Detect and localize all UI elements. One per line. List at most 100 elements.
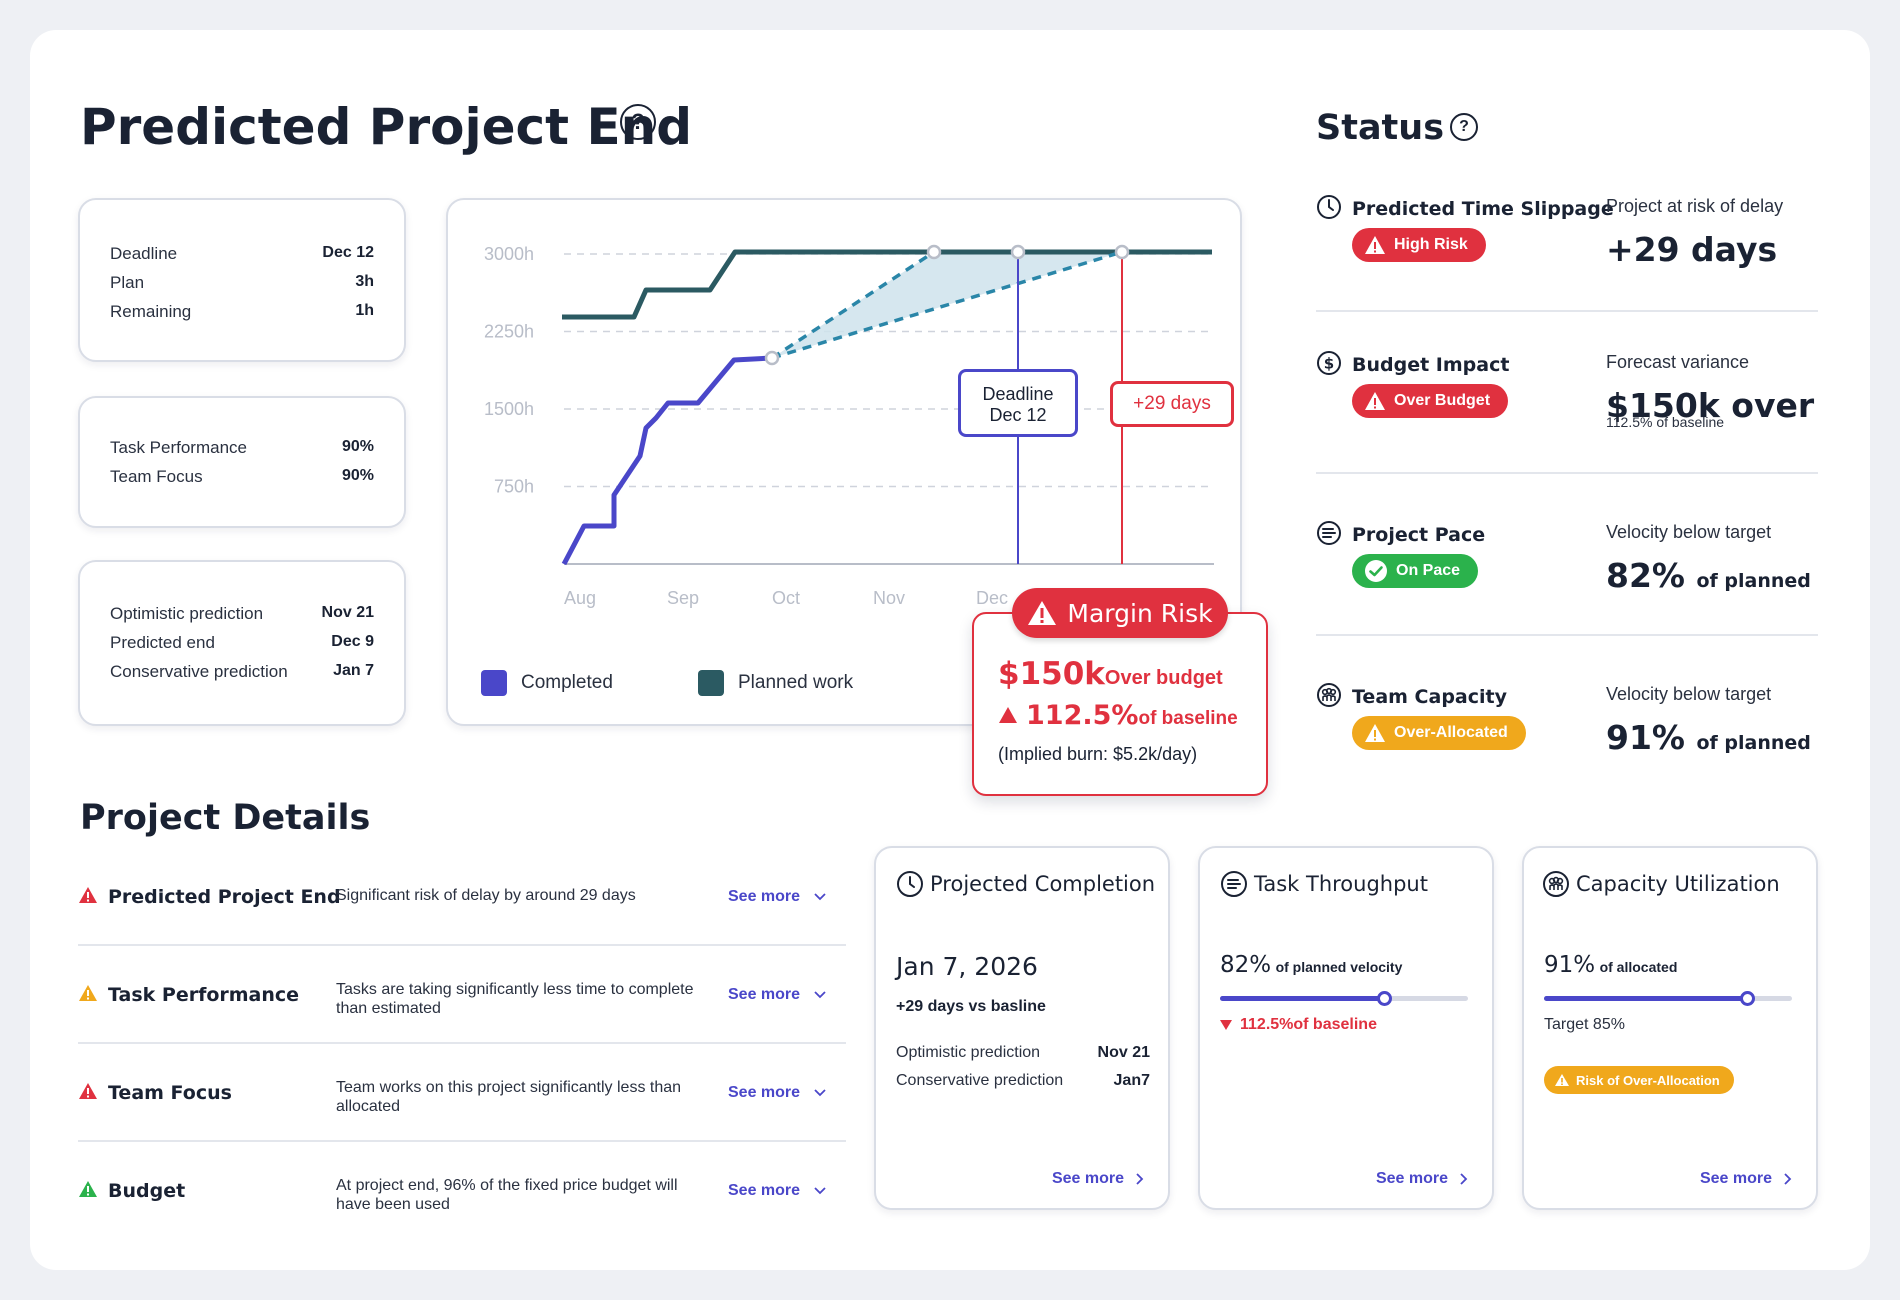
- detail-row-budget[interactable]: Budget At project end, 96% of the fixed …: [78, 1162, 846, 1258]
- kv-value: Jan 7: [333, 662, 374, 679]
- card-title: Task Throughput: [1254, 872, 1428, 896]
- performance-row: Task Performance 90%: [110, 438, 374, 458]
- dollar-icon: $: [1317, 351, 1341, 375]
- detail-row-task-performance[interactable]: Task Performance Tasks are taking signif…: [78, 966, 846, 1062]
- card-title: Capacity Utilization: [1576, 872, 1780, 896]
- chevron-right-icon: [1784, 1173, 1792, 1185]
- warning-icon: [1555, 1074, 1569, 1086]
- y-tick-label: 750h: [494, 477, 534, 497]
- see-more-link[interactable]: See more: [1700, 1170, 1792, 1188]
- see-more-link[interactable]: See more: [728, 986, 826, 1004]
- kv-value: 90%: [341, 467, 374, 484]
- throughput-value-line: 82% of planned velocity: [1220, 952, 1402, 978]
- legend-swatch: [481, 670, 507, 696]
- performance-row: Team Focus 90%: [110, 467, 374, 487]
- projection-point: [926, 244, 942, 260]
- status-divider: [1316, 472, 1818, 474]
- status-row-project-pace: Project Pace On Pace Velocity below targ…: [1316, 521, 1816, 604]
- capacity-progress-handle[interactable]: [1740, 991, 1756, 1006]
- kv-label: Predicted end: [110, 633, 215, 652]
- capacity-utilization-card: Capacity Utilization 91% of allocated Ta…: [1522, 846, 1818, 1210]
- status-help-icon[interactable]: ?: [1450, 113, 1478, 141]
- warning-icon: [1028, 601, 1057, 625]
- capacity-suffix: of allocated: [1599, 959, 1678, 975]
- check-circle-icon: [1365, 560, 1387, 582]
- over-budget-pill: Over Budget: [1352, 384, 1509, 418]
- details-divider: [78, 944, 846, 946]
- status-item-suffix: of planned: [1696, 732, 1811, 754]
- detail-title: Task Performance: [108, 984, 300, 1006]
- detail-row-team-focus[interactable]: Team Focus Team works on this project si…: [78, 1064, 846, 1160]
- completion-row: Conservative prediction Jan7: [896, 1072, 1150, 1090]
- kv-label: Remaining: [110, 302, 192, 321]
- margin-risk-burn: (Implied burn: $5.2k/day): [998, 744, 1198, 764]
- prediction-row: Conservative prediction Jan 7: [110, 662, 374, 682]
- status-item-sub: Velocity below target: [1606, 522, 1772, 542]
- projected-completion-card: Projected Completion Jan 7, 2026 +29 day…: [874, 846, 1170, 1210]
- completion-date: Jan 7, 2026: [896, 952, 1038, 981]
- kv-value: Dec 9: [331, 633, 374, 650]
- see-more-link[interactable]: See more: [728, 1182, 826, 1200]
- throughput-progress-track: [1220, 991, 1468, 1006]
- see-more-link[interactable]: See more: [1052, 1170, 1144, 1188]
- deadline-callout-date: Dec 12: [989, 405, 1047, 425]
- chevron-down-icon: [814, 1089, 826, 1097]
- status-title: Status: [1316, 108, 1445, 148]
- over-allocated-pill: Over-Allocated: [1352, 716, 1526, 750]
- completion-row: Optimistic prediction Nov 21: [896, 1044, 1150, 1062]
- capacity-value: 91%: [1544, 952, 1596, 978]
- chevron-right-icon: [1136, 1173, 1144, 1185]
- kv-value: Dec 12: [322, 244, 374, 261]
- deadline-callout-label: Deadline: [982, 384, 1054, 404]
- warning-icon: [1365, 236, 1385, 254]
- prediction-row: Predicted end Dec 9: [110, 633, 374, 653]
- status-item-value: 91% of planned: [1606, 718, 1811, 757]
- detail-title: Predicted Project End: [108, 886, 341, 908]
- card-title: Projected Completion: [930, 872, 1156, 896]
- throughput-suffix: of planned velocity: [1275, 959, 1403, 975]
- see-more-link[interactable]: See more: [1376, 1170, 1468, 1188]
- help-glyph: ?: [1459, 118, 1469, 135]
- projection-point: [1114, 244, 1130, 260]
- detail-title: Budget: [108, 1180, 186, 1202]
- team-icon: [1317, 683, 1341, 707]
- deadline-callout: Deadline Dec 12: [958, 369, 1078, 437]
- status-row-team-capacity: Team Capacity Over-Allocated Velocity be…: [1316, 683, 1816, 766]
- throughput-progress-fill: [1220, 996, 1384, 1001]
- details-divider: [78, 1140, 846, 1142]
- pace-icon: [1221, 871, 1247, 897]
- warning-icon: [1365, 724, 1385, 742]
- status-item-number: 91%: [1606, 718, 1685, 757]
- margin-risk-amount-suffix: Over budget: [1104, 667, 1223, 689]
- detail-description: Team works on this project significantly…: [336, 1079, 682, 1115]
- detail-description: Tasks are taking significantly less time…: [336, 981, 694, 1017]
- capacity-target: Target 85%: [1544, 1016, 1625, 1033]
- detail-description: Significant risk of delay by around 29 d…: [336, 887, 636, 904]
- capacity-progress-fill: [1544, 996, 1748, 1001]
- status-divider: [1316, 310, 1818, 312]
- capacity-progress-track: [1544, 991, 1792, 1006]
- clock-icon: [897, 871, 923, 897]
- kv-value: 90%: [341, 438, 374, 455]
- status-item-number: 82%: [1606, 556, 1685, 595]
- see-more-label: See more: [1375, 1170, 1448, 1187]
- kv-value: 3h: [355, 273, 374, 290]
- schedule-row: Remaining 1h: [110, 302, 374, 322]
- throughput-progress-handle[interactable]: [1376, 991, 1392, 1006]
- status-item-note: 112.5% of baseline: [1606, 414, 1725, 430]
- over-allocation-badge: Risk of Over-Allocation: [1544, 1066, 1734, 1094]
- kv-label: Team Focus: [110, 467, 203, 486]
- help-icon[interactable]: ?: [620, 104, 656, 140]
- margin-risk-percent: 112.5%: [1026, 700, 1139, 731]
- detail-row-predicted-end[interactable]: Predicted Project End Significant risk o…: [78, 868, 846, 964]
- see-more-link[interactable]: See more: [728, 1084, 826, 1102]
- see-more-label: See more: [728, 888, 801, 905]
- see-more-link[interactable]: See more: [728, 888, 826, 906]
- status-item-value: +29 days: [1606, 230, 1778, 269]
- schedule-row: Plan 3h: [110, 273, 374, 293]
- pill-label: Over Budget: [1394, 392, 1491, 409]
- status-divider: [1316, 634, 1818, 636]
- triangle-down-icon: [1220, 1020, 1232, 1030]
- status-item-value: $150k over: [1606, 386, 1815, 425]
- status-item-title: Project Pace: [1352, 524, 1486, 546]
